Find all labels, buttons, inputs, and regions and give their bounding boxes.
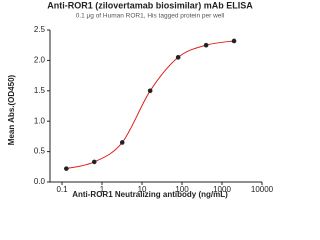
chart: Anti-ROR1 (zilovertamab biosimilar) mAb … (7, 0, 274, 199)
x-tick-label: 0.1 (56, 185, 68, 194)
data-point (175, 55, 181, 60)
y-tick-label: 2.5 (34, 25, 46, 34)
x-tick-label: 10000 (251, 185, 274, 194)
data-point (91, 159, 97, 165)
x-tick-label: 1000 (213, 185, 231, 194)
y-tick-label: 1.5 (34, 86, 46, 95)
y-tick-label: 2.0 (34, 56, 46, 65)
data-point (203, 42, 209, 48)
x-tick-label: 100 (175, 185, 189, 194)
data-point (64, 166, 69, 171)
x-axis-label: Anti-ROR1 Neutralizing antibody (ng/mL) (72, 190, 228, 199)
x-tick-label: 1 (100, 185, 105, 194)
fit-curve (66, 40, 235, 170)
chart-subtitle: 0.1 μg of Human ROR1, His tagged protein… (76, 13, 225, 20)
y-tick-label: 0.5 (34, 147, 46, 156)
y-tick-label: 1.0 (34, 116, 46, 125)
data-point (119, 140, 125, 145)
y-tick-label: 0.0 (34, 177, 46, 186)
data-point (231, 38, 237, 44)
data-point (147, 88, 153, 94)
x-tick-label: 10 (138, 185, 147, 194)
y-axis-label: Mean Abs.(OD450) (7, 74, 16, 145)
chart-title: Anti-ROR1 (zilovertamab biosimilar) mAb … (47, 0, 253, 10)
